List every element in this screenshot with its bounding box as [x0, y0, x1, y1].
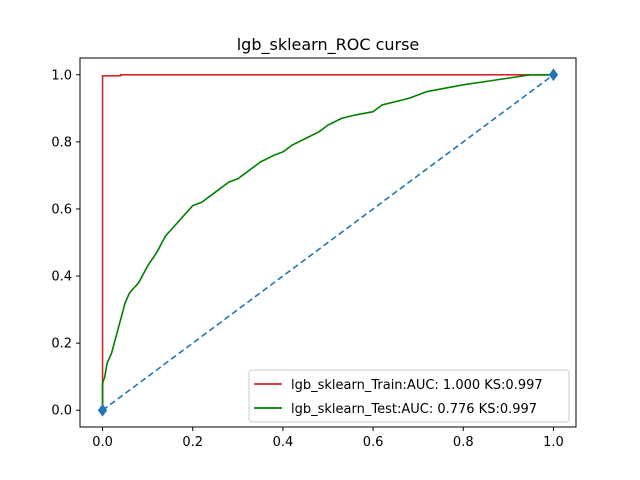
chart-title: lgb_sklearn_ROC curse [237, 35, 420, 55]
x-tick-label-3: 0.6 [363, 435, 384, 450]
x-tick-label-4: 0.8 [453, 435, 474, 450]
axes-frame [79, 57, 577, 428]
x-tick-label-1: 0.2 [182, 435, 203, 450]
series-2-marker-0 [97, 403, 108, 417]
y-tick-label-3: 0.6 [51, 202, 72, 217]
series-2-marker-1 [548, 68, 559, 82]
y-tick-label-0: 0.0 [51, 404, 72, 419]
series-line-2 [102, 74, 554, 411]
axes: 0.0 0.2 0.4 0.6 0.8 1.0 0.0 0.2 0.4 0.6 0.8 1.0 [51, 57, 577, 450]
plot-area [97, 68, 559, 417]
x-tick-label-0: 0.0 [92, 435, 113, 450]
x-tick-label-2: 0.4 [273, 435, 294, 450]
y-tick-label-1: 0.2 [51, 337, 72, 352]
y-tick-label-4: 0.8 [51, 135, 72, 150]
y-tick-label-5: 1.0 [51, 68, 72, 83]
y-tick-label-2: 0.4 [51, 270, 72, 285]
legend-label-0: lgb_sklearn_Train:AUC: 1.000 KS:0.997 [291, 378, 543, 393]
series-line-1 [101, 73, 554, 411]
legend: lgb_sklearn_Train:AUC: 1.000 KS:0.997 lgb… [248, 369, 570, 423]
legend-box [248, 369, 570, 423]
legend-label-1: lgb_sklearn_Test:AUC: 0.776 KS:0.997 [291, 402, 537, 417]
x-tick-label-5: 1.0 [543, 435, 564, 450]
